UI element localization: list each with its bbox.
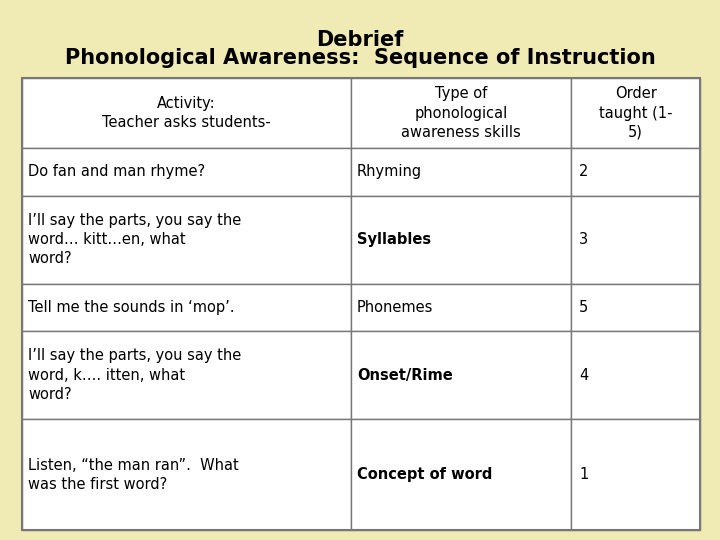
Text: Onset/Rime: Onset/Rime (357, 368, 453, 383)
Text: Type of
phonological
awareness skills: Type of phonological awareness skills (401, 86, 521, 140)
Bar (351, 148, 571, 195)
Text: Phonological Awareness:  Sequence of Instruction: Phonological Awareness: Sequence of Inst… (65, 48, 655, 68)
Text: I’ll say the parts, you say the
word… kitt…en, what
word?: I’ll say the parts, you say the word… ki… (28, 213, 241, 266)
Text: Phonemes: Phonemes (357, 300, 433, 315)
Text: 2: 2 (579, 164, 588, 179)
Bar (22, 419, 351, 530)
Bar (571, 284, 700, 331)
Bar (351, 284, 571, 331)
Bar (351, 331, 571, 419)
Bar (22, 78, 351, 148)
Bar (22, 78, 700, 530)
Text: 5: 5 (579, 300, 588, 315)
Text: Syllables: Syllables (357, 232, 431, 247)
Text: Rhyming: Rhyming (357, 164, 422, 179)
Bar (351, 195, 571, 284)
Bar (571, 148, 700, 195)
Text: Concept of word: Concept of word (357, 467, 492, 482)
Text: Order
taught (1-
5): Order taught (1- 5) (599, 86, 672, 140)
Bar (571, 331, 700, 419)
Text: Activity:
Teacher asks students-: Activity: Teacher asks students- (102, 96, 271, 130)
Bar (22, 331, 351, 419)
Text: Tell me the sounds in ‘mop’.: Tell me the sounds in ‘mop’. (28, 300, 235, 315)
Text: Do fan and man rhyme?: Do fan and man rhyme? (28, 164, 205, 179)
Bar (22, 284, 351, 331)
Text: 1: 1 (579, 467, 588, 482)
Bar (22, 195, 351, 284)
Bar (571, 78, 700, 148)
Bar (351, 419, 571, 530)
Text: 3: 3 (579, 232, 588, 247)
Bar (571, 419, 700, 530)
Bar (571, 195, 700, 284)
Text: I’ll say the parts, you say the
word, k…. itten, what
word?: I’ll say the parts, you say the word, k…… (28, 348, 241, 402)
Bar (22, 148, 351, 195)
Text: 4: 4 (579, 368, 588, 383)
Bar (351, 78, 571, 148)
Text: Listen, “the man ran”.  What
was the first word?: Listen, “the man ran”. What was the firs… (28, 457, 239, 492)
Text: Debrief: Debrief (316, 30, 404, 50)
